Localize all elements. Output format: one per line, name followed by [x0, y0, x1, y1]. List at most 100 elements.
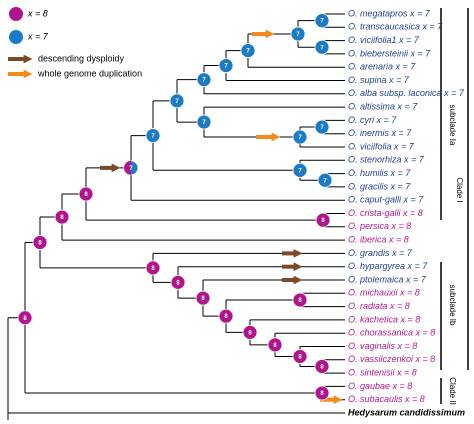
taxon-label: O. altissima x = 7 [348, 101, 418, 111]
node [240, 43, 256, 58]
node-label: 7 [175, 99, 179, 105]
taxon-label: O. arenaria x = 7 [348, 62, 416, 72]
taxon-label: O. gracilis x = 7 [348, 181, 411, 191]
node [196, 72, 212, 88]
node-label: 7 [323, 178, 327, 184]
node-label: 7 [151, 134, 155, 140]
node [314, 359, 330, 374]
node [314, 39, 330, 55]
node-label: 8 [298, 355, 302, 361]
taxon-label: O. michauxii x = 8 [348, 288, 420, 298]
legend-label: whole genome duplication [37, 68, 142, 78]
taxon-label: Hedysarum candidissimum [348, 407, 465, 417]
node [145, 128, 161, 143]
node [314, 119, 330, 135]
taxon-label: O. vassilczenkoi x = 8 [348, 354, 435, 364]
node [242, 324, 258, 340]
taxon-label: O. kachetica x = 8 [348, 314, 420, 324]
clade-label: Clade I [455, 177, 464, 202]
taxon-label: O. alba subsp. laconica x = 7 [348, 88, 465, 98]
taxon-label: O. persica x = 8 [348, 221, 411, 231]
taxon-label: O. grandis x = 7 [348, 248, 413, 258]
node [169, 93, 185, 109]
node [145, 260, 161, 276]
node [314, 385, 330, 401]
node-label: 8 [176, 280, 180, 286]
legend-swatch [9, 7, 23, 21]
node [54, 209, 70, 225]
node [292, 162, 308, 178]
node-label: 8 [23, 316, 27, 322]
node [315, 212, 331, 228]
node-label: 8 [224, 314, 228, 320]
node [267, 337, 283, 353]
node-label: 8 [321, 218, 325, 224]
node [218, 308, 234, 324]
legend-label: x = 7 [27, 31, 49, 41]
node [17, 310, 33, 326]
node-label: 7 [320, 45, 324, 51]
taxon-label: O. viciifolia x = 7 [348, 141, 415, 151]
legend-label: x = 8 [27, 8, 48, 18]
clade-label: Clade II [448, 377, 457, 405]
taxon-label: O. humilis x = 7 [348, 168, 411, 178]
node [314, 13, 330, 29]
node-label: 8 [38, 241, 42, 247]
legend: x = 8 x = 7 descending dysploidy whole g… [8, 7, 142, 79]
node [218, 58, 234, 73]
taxon-label: O. transcaucasica x = 7 [348, 22, 443, 32]
node [290, 26, 306, 42]
node [32, 235, 48, 250]
node-label: 8 [60, 215, 64, 221]
taxon-label: O. iberica x = 8 [348, 234, 409, 244]
taxon-label: O. stenorhiza x = 7 [348, 155, 425, 165]
node-label: 8 [201, 296, 205, 302]
node-label: 7 [298, 168, 302, 174]
clade-label: subclade Ia [448, 105, 457, 146]
taxon-label: O. gaubae x = 8 [348, 381, 412, 391]
node-label: 8 [298, 298, 302, 304]
node [292, 129, 308, 145]
clade-label: subclade Ib [448, 285, 457, 326]
taxon-label: O. ptolemaica x = 7 [348, 274, 427, 284]
taxon-label: O. subacaulis x = 8 [348, 394, 425, 404]
node-label: 8 [273, 343, 277, 349]
legend-swatch [9, 30, 23, 44]
taxon-label: O. viciifolia1 x = 7 [348, 35, 420, 45]
taxon-label: O. cyri x = 7 [348, 115, 397, 125]
taxon-label: O. biebersteinii x = 7 [348, 48, 431, 58]
node-label: 7 [298, 135, 302, 141]
node-label: 8 [320, 365, 324, 371]
node-label: 8 [151, 266, 155, 272]
node [78, 186, 94, 202]
taxon-label: O. hypargyrea x = 7 [348, 261, 428, 271]
taxon-label: O. crista-galli x = 8 [348, 208, 423, 218]
node-label: 7 [246, 49, 250, 55]
node [292, 349, 308, 364]
node-label: 7 [320, 19, 324, 25]
node [317, 172, 333, 188]
taxon-label: O. megatapros x = 7 [348, 8, 431, 18]
node-label: 7 [129, 166, 133, 172]
node-half [124, 160, 131, 175]
taxon-label: O. supina x = 7 [348, 75, 410, 85]
taxon-label: O. chorassanica x = 8 [348, 328, 435, 338]
node-label: 7 [202, 78, 206, 84]
node-label: 7 [320, 125, 324, 131]
taxon-label: O. radiata x = 8 [348, 301, 410, 311]
taxon-label: O. caput-galli x = 7 [348, 195, 424, 205]
node-label: 7 [202, 120, 206, 126]
legend-label: descending dysploidy [38, 53, 125, 63]
taxon-label: O. inermis x = 7 [348, 128, 412, 138]
clade-bars [440, 8, 469, 404]
node [195, 290, 211, 306]
node [196, 114, 212, 130]
node [292, 292, 308, 308]
tree: 7 7 7 7 7 7 7 7 7 7 7 7 7 7 8 8 8 8 8 8 8 8 8 8 8 8 8 8 8 O. megatapr… [7, 8, 465, 420]
node-label: 8 [248, 330, 252, 336]
node-label: 7 [296, 32, 300, 38]
taxon-label: O. sintenisii x = 8 [348, 367, 417, 377]
node-label: 8 [84, 192, 88, 198]
taxon-label: O. vaginalis x = 8 [348, 341, 417, 351]
